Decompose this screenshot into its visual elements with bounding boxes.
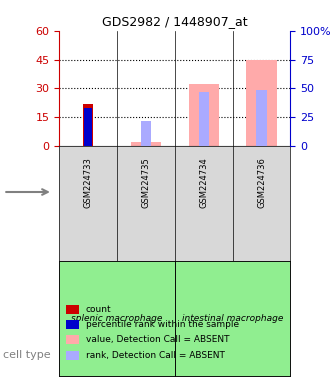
- Text: GSM224735: GSM224735: [142, 157, 150, 208]
- Text: GSM224733: GSM224733: [84, 157, 93, 208]
- Text: count: count: [86, 305, 112, 314]
- Text: GSM224736: GSM224736: [257, 157, 266, 208]
- Text: GSM224734: GSM224734: [199, 157, 208, 208]
- Text: intestinal macrophage: intestinal macrophage: [182, 314, 283, 323]
- FancyBboxPatch shape: [175, 261, 290, 376]
- Text: value, Detection Call = ABSENT: value, Detection Call = ABSENT: [86, 335, 229, 344]
- Bar: [131, 142, 161, 146]
- Bar: [189, 84, 219, 146]
- Bar: [141, 121, 151, 146]
- Bar: [199, 92, 209, 146]
- Bar: [247, 60, 277, 146]
- Title: GDS2982 / 1448907_at: GDS2982 / 1448907_at: [102, 15, 248, 28]
- Bar: [256, 90, 267, 146]
- FancyBboxPatch shape: [59, 261, 175, 376]
- Text: percentile rank within the sample: percentile rank within the sample: [86, 320, 239, 329]
- Text: splenic macrophage: splenic macrophage: [72, 314, 163, 323]
- Text: rank, Detection Call = ABSENT: rank, Detection Call = ABSENT: [86, 351, 225, 360]
- Text: cell type: cell type: [3, 350, 51, 360]
- Bar: [84, 108, 92, 146]
- Bar: [83, 104, 93, 146]
